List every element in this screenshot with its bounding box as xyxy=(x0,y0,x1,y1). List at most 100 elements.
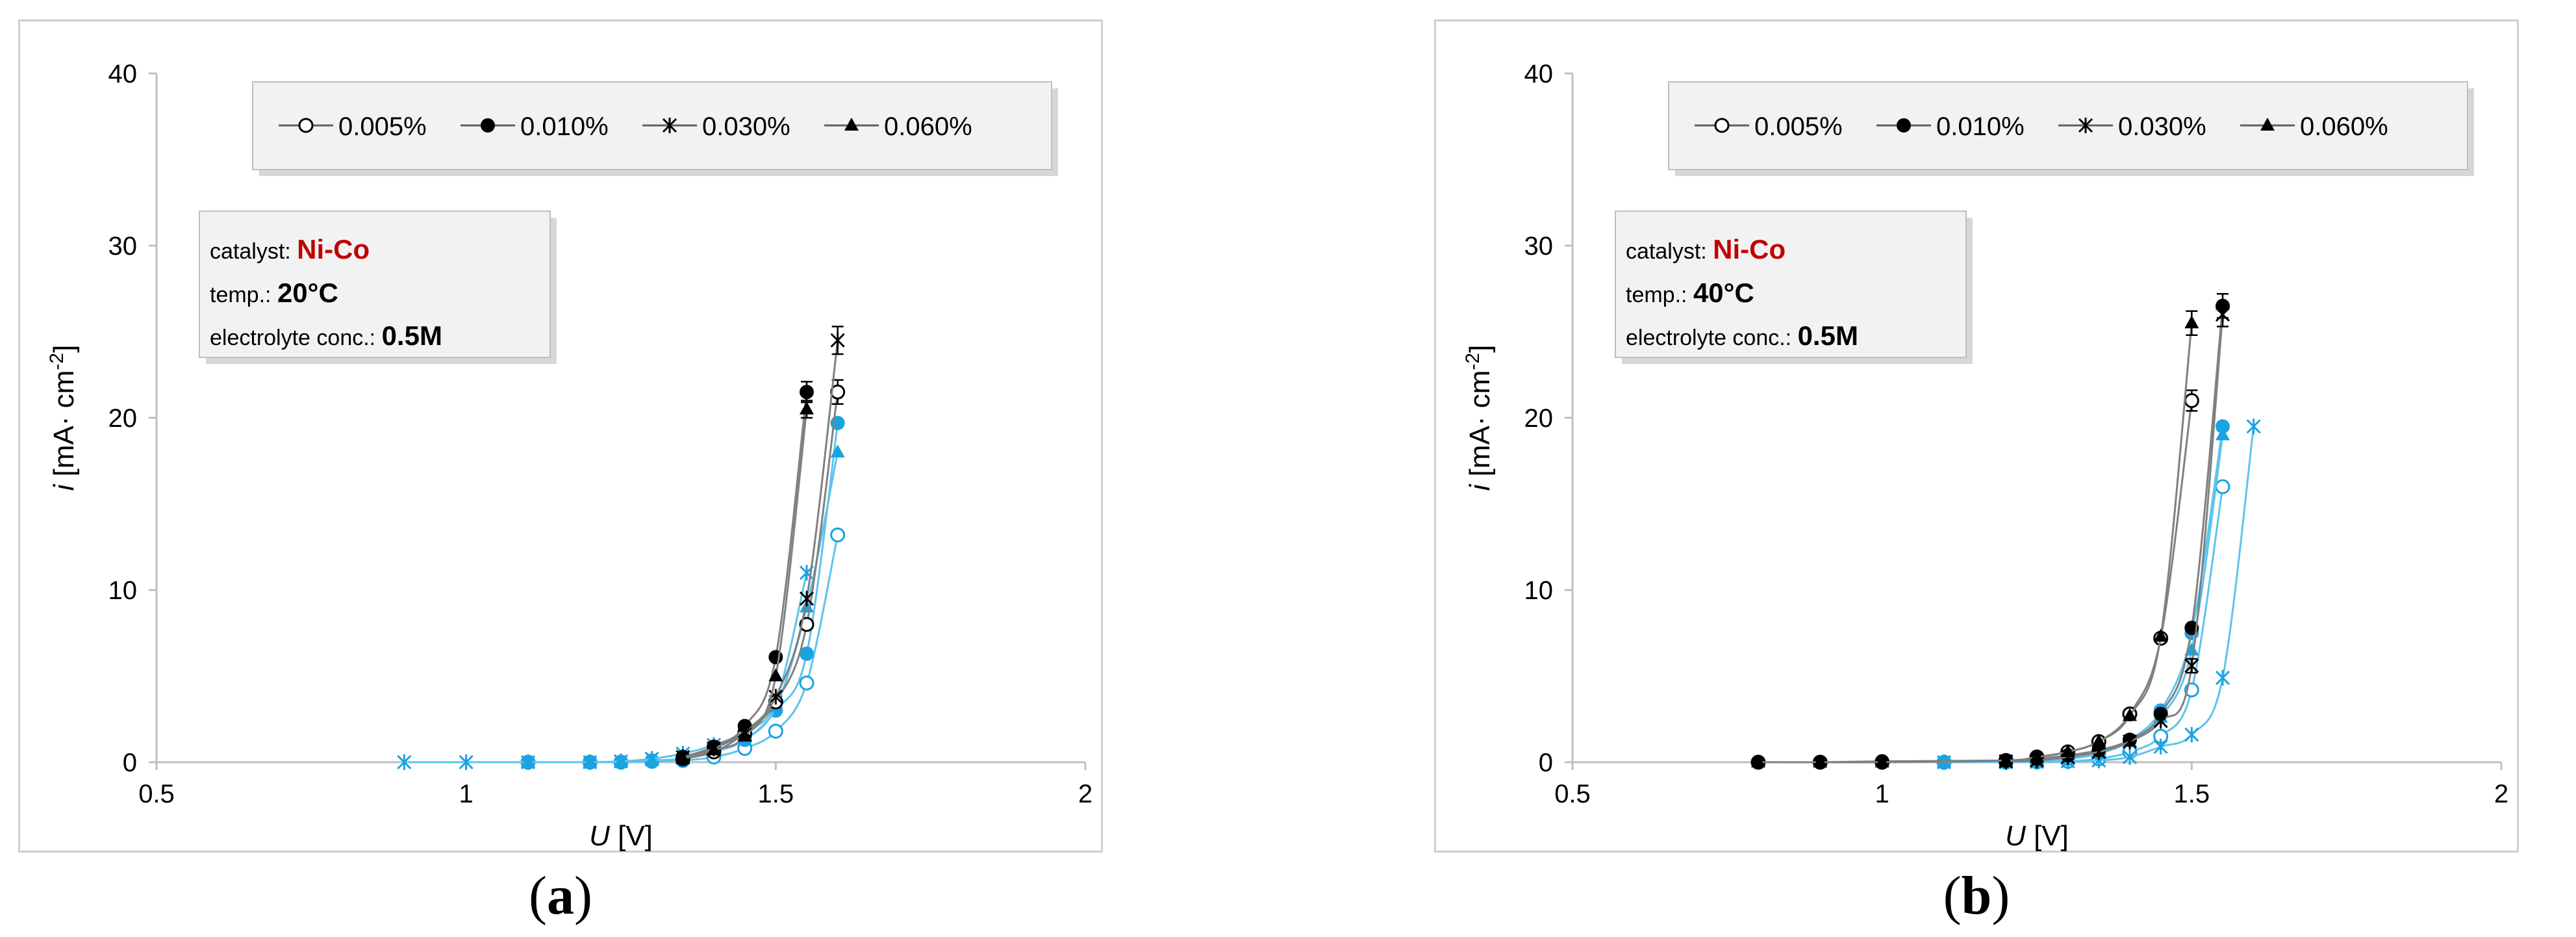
legend-marker xyxy=(844,118,859,131)
data-point xyxy=(768,723,783,739)
info-catalyst-value: Ni-Co xyxy=(297,234,370,264)
info-temp-label: temp.: xyxy=(1626,283,1693,307)
data-point xyxy=(2030,749,2044,763)
series-line xyxy=(1758,305,2224,764)
data-point xyxy=(1999,752,2014,766)
info-box-bg xyxy=(199,211,551,358)
data-point xyxy=(830,527,846,543)
series-black-0.060% xyxy=(1751,310,2199,767)
y-axis-label: i [mA· cm-2] xyxy=(1462,345,1496,491)
series-line xyxy=(682,392,808,758)
panel-caption-a: (a) xyxy=(529,866,592,926)
x-axis-label-var: U xyxy=(2005,820,2026,852)
data-point xyxy=(1875,754,1889,767)
legend-marker xyxy=(662,118,677,133)
series-line xyxy=(2006,314,2224,763)
info-temp-value: 20°C xyxy=(277,277,338,308)
data-point xyxy=(830,332,845,348)
y-tick-label: 10 xyxy=(1524,576,1554,605)
panel-caption-b: (b) xyxy=(1943,866,2010,926)
data-point xyxy=(1751,754,1765,767)
data-point xyxy=(830,444,845,457)
data-point xyxy=(2060,744,2075,758)
data-point xyxy=(1813,754,1828,767)
data-point xyxy=(2122,749,2138,765)
legend-marker xyxy=(1714,118,1730,133)
x-tick-label: 0.5 xyxy=(1554,780,1591,808)
legend-marker xyxy=(2260,118,2275,131)
series-black-0.030% xyxy=(1999,302,2230,769)
data-point xyxy=(2153,739,2168,755)
data-point xyxy=(2215,670,2230,686)
x-tick-label: 2 xyxy=(1078,780,1092,808)
data-point xyxy=(799,675,814,691)
info-catalyst-label: catalyst: xyxy=(210,239,297,264)
data-point xyxy=(459,754,474,770)
legend-entry: 0.010% xyxy=(1936,112,2025,141)
data-point xyxy=(2215,479,2230,494)
data-point xyxy=(2153,628,2168,642)
info-temp: temp.: 40°C xyxy=(1626,277,1754,308)
x-axis-label-unit: [V] xyxy=(2026,820,2069,852)
series-line xyxy=(1943,426,2224,764)
x-axis-label: U [V] xyxy=(2005,820,2069,852)
y-tick-label: 30 xyxy=(1524,232,1554,261)
panel-label-a: a xyxy=(547,866,574,926)
data-point xyxy=(2122,734,2138,750)
legend-marker xyxy=(2078,118,2093,133)
series-blue-0.010% xyxy=(1937,419,2230,769)
data-point xyxy=(2091,734,2106,747)
series-line xyxy=(527,422,839,764)
y-tick-label: 40 xyxy=(1524,60,1554,88)
legend: 0.005% 0.010% 0.030% 0.060% xyxy=(1668,81,2474,176)
x-tick-label: 1 xyxy=(1875,780,1889,808)
y-tick-label: 0 xyxy=(123,749,137,777)
data-point xyxy=(583,754,598,767)
x-tick-label: 1 xyxy=(459,780,474,808)
legend-entry: 0.005% xyxy=(338,112,427,141)
y-axis-label: i [mA· cm-2] xyxy=(46,345,80,491)
info-catalyst-label: catalyst: xyxy=(1626,239,1713,264)
info-temp-label: temp.: xyxy=(210,283,277,307)
info-catalyst-value: Ni-Co xyxy=(1713,234,1786,264)
info-catalyst: catalyst: Ni-Co xyxy=(1626,234,1786,264)
series-black-0.010% xyxy=(1751,292,2230,769)
series-line xyxy=(682,340,839,758)
data-point xyxy=(2184,393,2199,408)
series-line xyxy=(528,534,839,764)
y-tick-label: 40 xyxy=(108,60,138,88)
data-point xyxy=(614,754,628,767)
x-axis-label-unit: [V] xyxy=(610,820,653,852)
data-point xyxy=(707,742,721,756)
series-line xyxy=(682,409,808,760)
info-temp-value: 40°C xyxy=(1693,277,1754,308)
x-tick-label: 1.5 xyxy=(2174,780,2210,808)
data-point xyxy=(2123,708,2137,721)
data-point xyxy=(676,751,690,764)
chart-panel-a: 0 10 20 30 40 0.5 1 1.5 2 U [V] i [mA· cm-2] 0.005%… xyxy=(18,19,1103,853)
info-catalyst: catalyst: Ni-Co xyxy=(210,234,370,264)
legend-entry: 0.030% xyxy=(702,112,790,141)
series-line xyxy=(683,392,839,760)
series-line xyxy=(1943,486,2224,764)
legend-entry: 0.010% xyxy=(520,112,609,141)
legend-entry: 0.060% xyxy=(884,112,972,141)
x-axis-label-var: U xyxy=(589,820,610,852)
series-blue-0.010% xyxy=(521,415,845,769)
data-point xyxy=(2184,621,2199,635)
series-line xyxy=(1758,323,2193,764)
data-point xyxy=(397,754,412,770)
data-point xyxy=(2153,713,2168,729)
legend-entry: 0.030% xyxy=(2118,112,2206,141)
data-point xyxy=(521,754,535,767)
series-black-0.060% xyxy=(676,400,814,764)
data-point xyxy=(737,728,752,742)
x-tick-label: 1.5 xyxy=(758,780,794,808)
y-axis-label-var: i xyxy=(1464,483,1496,491)
y-axis-label-close: ] xyxy=(48,345,80,353)
y-tick-label: 20 xyxy=(108,404,138,433)
chart-a-svg: 0 10 20 30 40 0.5 1 1.5 2 U [V] i [mA· cm-2] 0.005%… xyxy=(46,60,1092,852)
info-conc-value: 0.5M xyxy=(1798,320,1858,351)
y-axis-label-sup: -2 xyxy=(46,353,68,370)
data-point xyxy=(799,591,814,607)
